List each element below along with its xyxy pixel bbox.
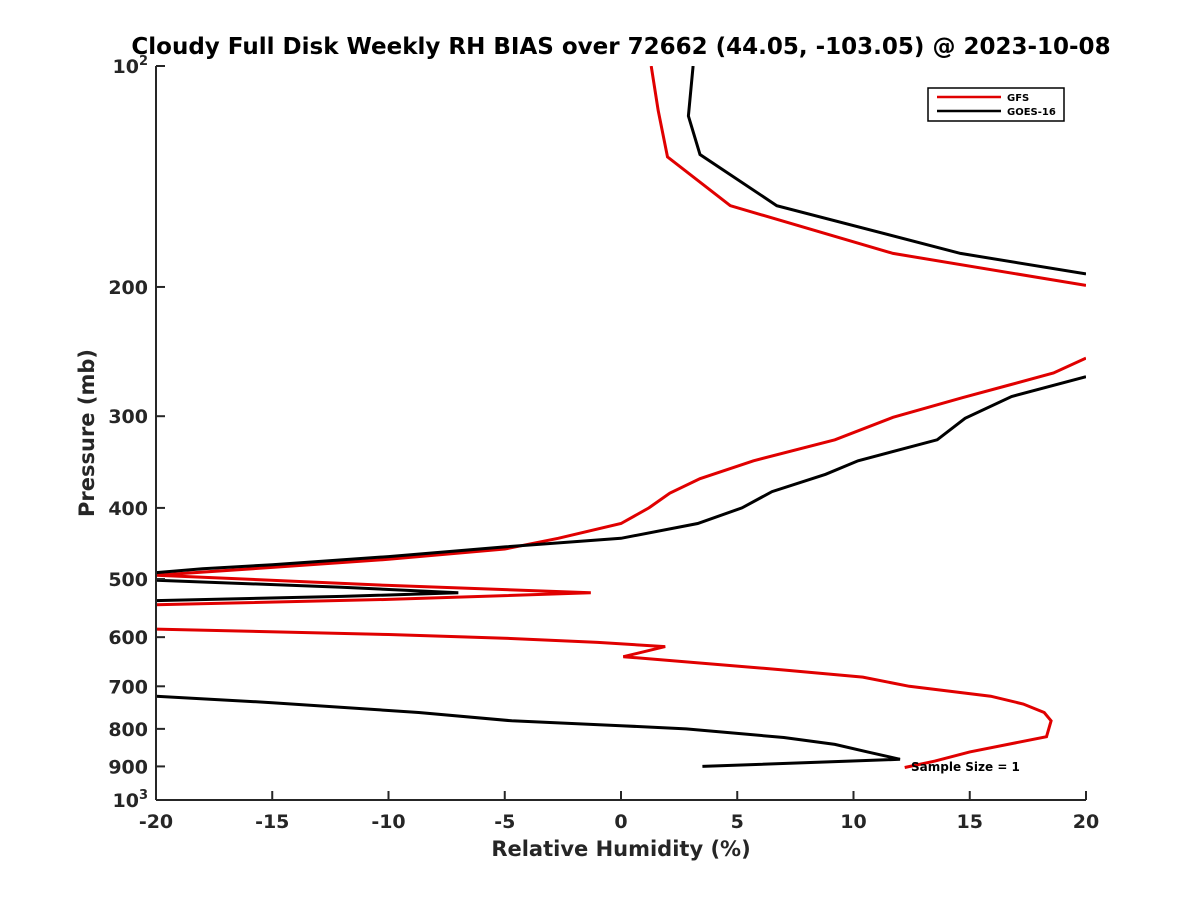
- x-tick-label: 0: [614, 811, 627, 833]
- sample-size-annotation: Sample Size = 1: [911, 760, 1020, 774]
- x-tick-label: 15: [957, 811, 983, 833]
- y-tick-label: 600: [108, 627, 148, 649]
- y-tick-label: 300: [108, 406, 148, 428]
- chart-title: Cloudy Full Disk Weekly RH BIAS over 726…: [131, 34, 1110, 60]
- x-tick-label: 20: [1073, 811, 1099, 833]
- y-tick-label: 200: [108, 277, 148, 299]
- y-tick-label: 500: [108, 569, 148, 591]
- y-tick-label: 102: [113, 54, 149, 78]
- y-tick-label: 800: [108, 719, 148, 741]
- legend-entry-label: GFS: [1007, 93, 1029, 104]
- x-axis-label: Relative Humidity (%): [491, 837, 750, 861]
- y-tick-label: 400: [108, 498, 148, 520]
- x-tick-label: -5: [494, 811, 515, 833]
- x-tick-label: 10: [840, 811, 866, 833]
- y-tick-label: 900: [108, 756, 148, 778]
- x-tick-label: -20: [139, 811, 173, 833]
- legend: GFS GOES-16: [927, 87, 1065, 122]
- legend-box: [927, 87, 1065, 122]
- x-tick-label: 5: [731, 811, 744, 833]
- series-line-gfs: [156, 66, 1086, 769]
- y-tick-label: 700: [108, 676, 148, 698]
- series-line-goes-16: [156, 66, 1086, 768]
- x-tick-label: -15: [255, 811, 289, 833]
- x-tick-label: -10: [371, 811, 405, 833]
- legend-entry-label: GOES-16: [1007, 107, 1056, 118]
- y-axis-label: Pressure (mb): [75, 349, 99, 517]
- plot-area: -20 -15 -10 -5 0 5 10 15 20 102 200 300 400 500 600 700…: [108, 54, 1099, 833]
